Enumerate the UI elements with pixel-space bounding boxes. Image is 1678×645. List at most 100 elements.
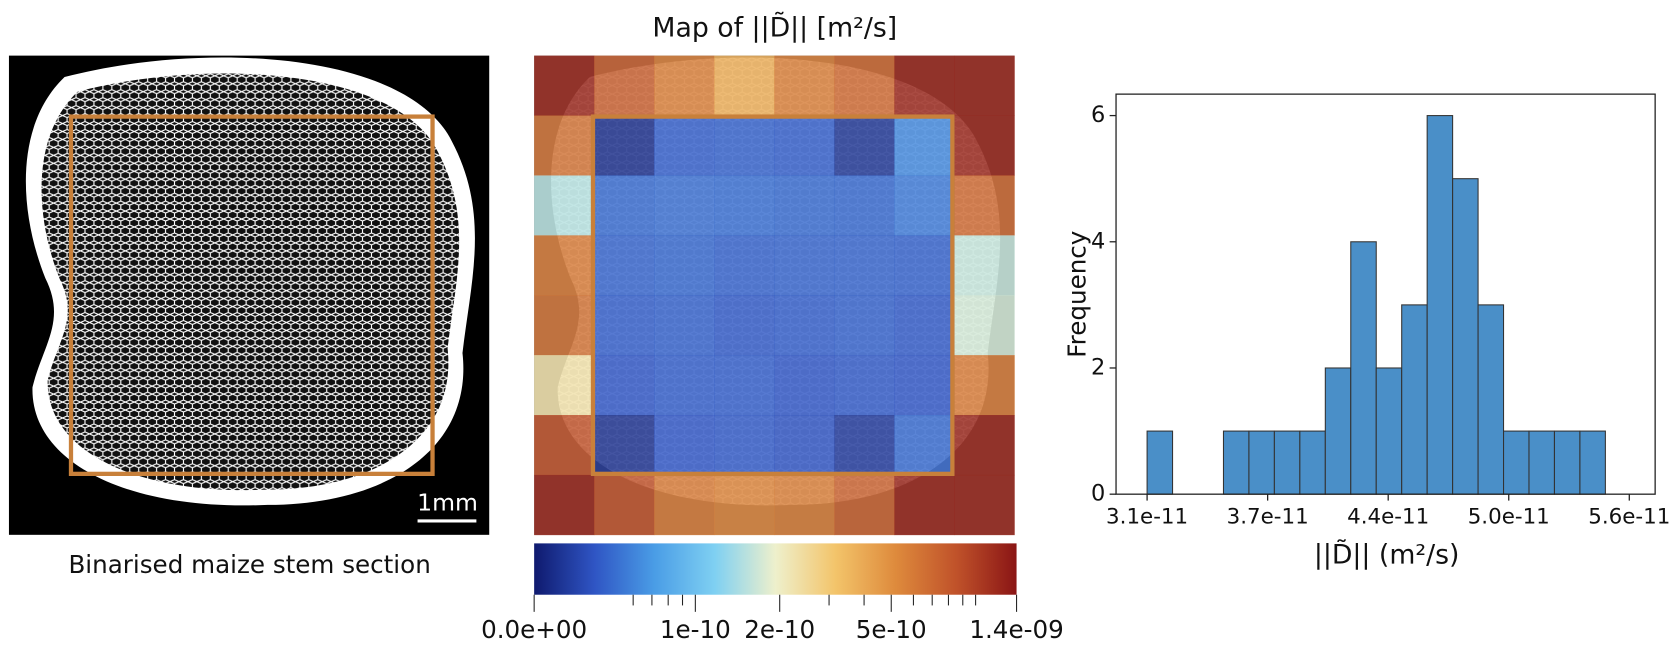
heatmap-cell: [954, 175, 1014, 235]
heatmap-cell: [954, 56, 1014, 116]
bar: [1351, 242, 1376, 494]
heatmap-cell: [654, 355, 714, 415]
heatmap-cell: [594, 475, 654, 535]
heatmap-cell: [654, 175, 714, 235]
heatmap-cell: [594, 355, 654, 415]
colorbar-tick-label: 1e-10: [660, 615, 731, 644]
figure: 1mm Binarised maize stem section Map of …: [0, 0, 1678, 645]
bar: [1147, 431, 1172, 494]
heatmap-cell: [954, 235, 1014, 295]
heatmap-cell: [894, 415, 954, 475]
heatmap-cell: [774, 415, 834, 475]
heatmap-cell: [774, 475, 834, 535]
heatmap-cell: [654, 475, 714, 535]
stem-image: 1mm Binarised maize stem section: [9, 56, 489, 579]
colorbar-ticks: 0.0e+00 1e-10 2e-10 5e-10 1.4e-09: [481, 595, 1064, 644]
colorbar-tick-label: 2e-10: [744, 615, 815, 644]
heatmap-cell: [714, 295, 774, 355]
x-tick-label: 3.1e-11: [1106, 505, 1188, 530]
heatmap-cell: [654, 415, 714, 475]
heatmap-cell: [834, 175, 894, 235]
heatmap-cell: [534, 295, 594, 355]
y-tick-label: 6: [1091, 102, 1105, 128]
heatmap-cell: [654, 116, 714, 176]
heatmap-cell: [594, 175, 654, 235]
heatmap-cell: [894, 116, 954, 176]
heatmap-cell: [834, 475, 894, 535]
bar: [1478, 305, 1503, 494]
heatmap-cell: [894, 295, 954, 355]
heatmap-cell: [954, 116, 1014, 176]
heatmap-cell: [594, 56, 654, 116]
heatmap-cell: [774, 295, 834, 355]
heatmap-cell: [654, 56, 714, 116]
x-axis-label: ||D̃|| (m²/s): [1314, 539, 1460, 571]
bar: [1249, 431, 1274, 494]
page: { "image_panel": {"caption": "Binarised …: [0, 0, 1678, 645]
heatmap-cell: [894, 56, 954, 116]
heatmap-cell: [774, 355, 834, 415]
heatmap-cell: [954, 475, 1014, 535]
heatmap-cell: [714, 56, 774, 116]
y-axis-label: Frequency: [1063, 231, 1092, 358]
heatmap-cell: [594, 415, 654, 475]
bar: [1580, 431, 1605, 494]
heatmap-cell: [534, 415, 594, 475]
bar: [1402, 305, 1427, 494]
heatmap-cell: [954, 355, 1014, 415]
heatmap-cell: [714, 415, 774, 475]
heatmap-cell: [774, 116, 834, 176]
heatmap-cell: [714, 116, 774, 176]
x-tick-label: 5.6e-11: [1588, 505, 1670, 530]
heatmap-cells: [534, 56, 1015, 536]
bar: [1223, 431, 1248, 494]
colorbar-tick-label: 5e-10: [856, 615, 927, 644]
heatmap-cell: [774, 235, 834, 295]
colorbar-tick-label: 0.0e+00: [481, 615, 587, 644]
heatmap-cell: [714, 235, 774, 295]
heatmap-cell: [714, 175, 774, 235]
y-tick-label: 0: [1091, 481, 1105, 507]
heatmap-cell: [534, 56, 594, 116]
colorbar-tick-label: 1.4e-09: [969, 615, 1063, 644]
heatmap-title: Map of ||D̃|| [m²/s]: [652, 12, 897, 44]
x-tick-label: 3.7e-11: [1227, 505, 1309, 530]
heatmap-cell: [534, 175, 594, 235]
heatmap-cell: [594, 116, 654, 176]
heatmap-cell: [834, 116, 894, 176]
bar: [1300, 431, 1325, 494]
colorbar: [534, 543, 1016, 594]
heatmap-cell: [534, 475, 594, 535]
bar: [1504, 431, 1529, 494]
heatmap-cell: [774, 175, 834, 235]
bar: [1529, 431, 1554, 494]
bar: [1453, 179, 1478, 494]
bar: [1325, 368, 1350, 494]
heatmap-cell: [654, 235, 714, 295]
heatmap-cell: [894, 175, 954, 235]
heatmap-cell: [954, 415, 1014, 475]
heatmap-cell: [534, 116, 594, 176]
bar: [1554, 431, 1579, 494]
bar: [1274, 431, 1299, 494]
heatmap-cell: [894, 475, 954, 535]
heatmap-cell: [534, 355, 594, 415]
heatmap-cell: [654, 295, 714, 355]
heatmap-cell: [594, 295, 654, 355]
heatmap-cell: [894, 355, 954, 415]
bar: [1427, 116, 1452, 495]
heatmap-cell: [954, 295, 1014, 355]
heatmap-cell: [894, 235, 954, 295]
heatmap-cell: [594, 235, 654, 295]
heatmap-cell: [774, 56, 834, 116]
stem-tissue: [42, 74, 460, 491]
y-tick-label: 4: [1091, 228, 1105, 254]
image-caption: Binarised maize stem section: [68, 550, 430, 579]
x-tick-label: 4.4e-11: [1347, 505, 1429, 530]
heatmap-cell: [834, 355, 894, 415]
heatmap-cell: [834, 295, 894, 355]
heatmap-cell: [534, 235, 594, 295]
bar: [1376, 368, 1401, 494]
heatmap-cell: [834, 56, 894, 116]
